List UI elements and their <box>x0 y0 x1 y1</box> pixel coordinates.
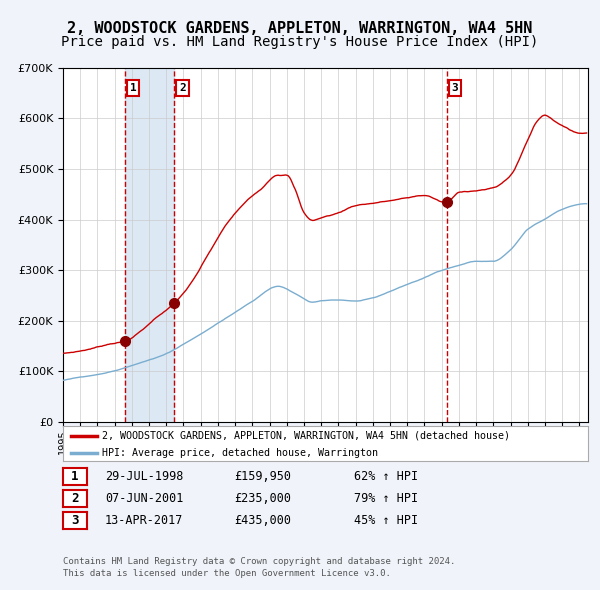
Text: 45% ↑ HPI: 45% ↑ HPI <box>354 514 418 527</box>
Text: 07-JUN-2001: 07-JUN-2001 <box>105 492 184 505</box>
Text: HPI: Average price, detached house, Warrington: HPI: Average price, detached house, Warr… <box>103 448 379 457</box>
Text: 13-APR-2017: 13-APR-2017 <box>105 514 184 527</box>
Text: 29-JUL-1998: 29-JUL-1998 <box>105 470 184 483</box>
Text: 2: 2 <box>179 83 186 93</box>
Text: 3: 3 <box>71 514 79 527</box>
Text: 3: 3 <box>452 83 458 93</box>
Text: 2, WOODSTOCK GARDENS, APPLETON, WARRINGTON, WA4 5HN: 2, WOODSTOCK GARDENS, APPLETON, WARRINGT… <box>67 21 533 36</box>
Text: 2: 2 <box>71 492 79 505</box>
Bar <box>125 68 174 422</box>
Text: 2, WOODSTOCK GARDENS, APPLETON, WARRINGTON, WA4 5HN (detached house): 2, WOODSTOCK GARDENS, APPLETON, WARRINGT… <box>103 431 511 441</box>
Text: Contains HM Land Registry data © Crown copyright and database right 2024.: Contains HM Land Registry data © Crown c… <box>63 557 455 566</box>
Text: Price paid vs. HM Land Registry's House Price Index (HPI): Price paid vs. HM Land Registry's House … <box>61 35 539 50</box>
Text: £435,000: £435,000 <box>234 514 291 527</box>
Text: £235,000: £235,000 <box>234 492 291 505</box>
Text: This data is licensed under the Open Government Licence v3.0.: This data is licensed under the Open Gov… <box>63 569 391 578</box>
Text: 79% ↑ HPI: 79% ↑ HPI <box>354 492 418 505</box>
Text: 1: 1 <box>130 83 137 93</box>
Text: £159,950: £159,950 <box>234 470 291 483</box>
Text: 1: 1 <box>71 470 79 483</box>
Text: 62% ↑ HPI: 62% ↑ HPI <box>354 470 418 483</box>
